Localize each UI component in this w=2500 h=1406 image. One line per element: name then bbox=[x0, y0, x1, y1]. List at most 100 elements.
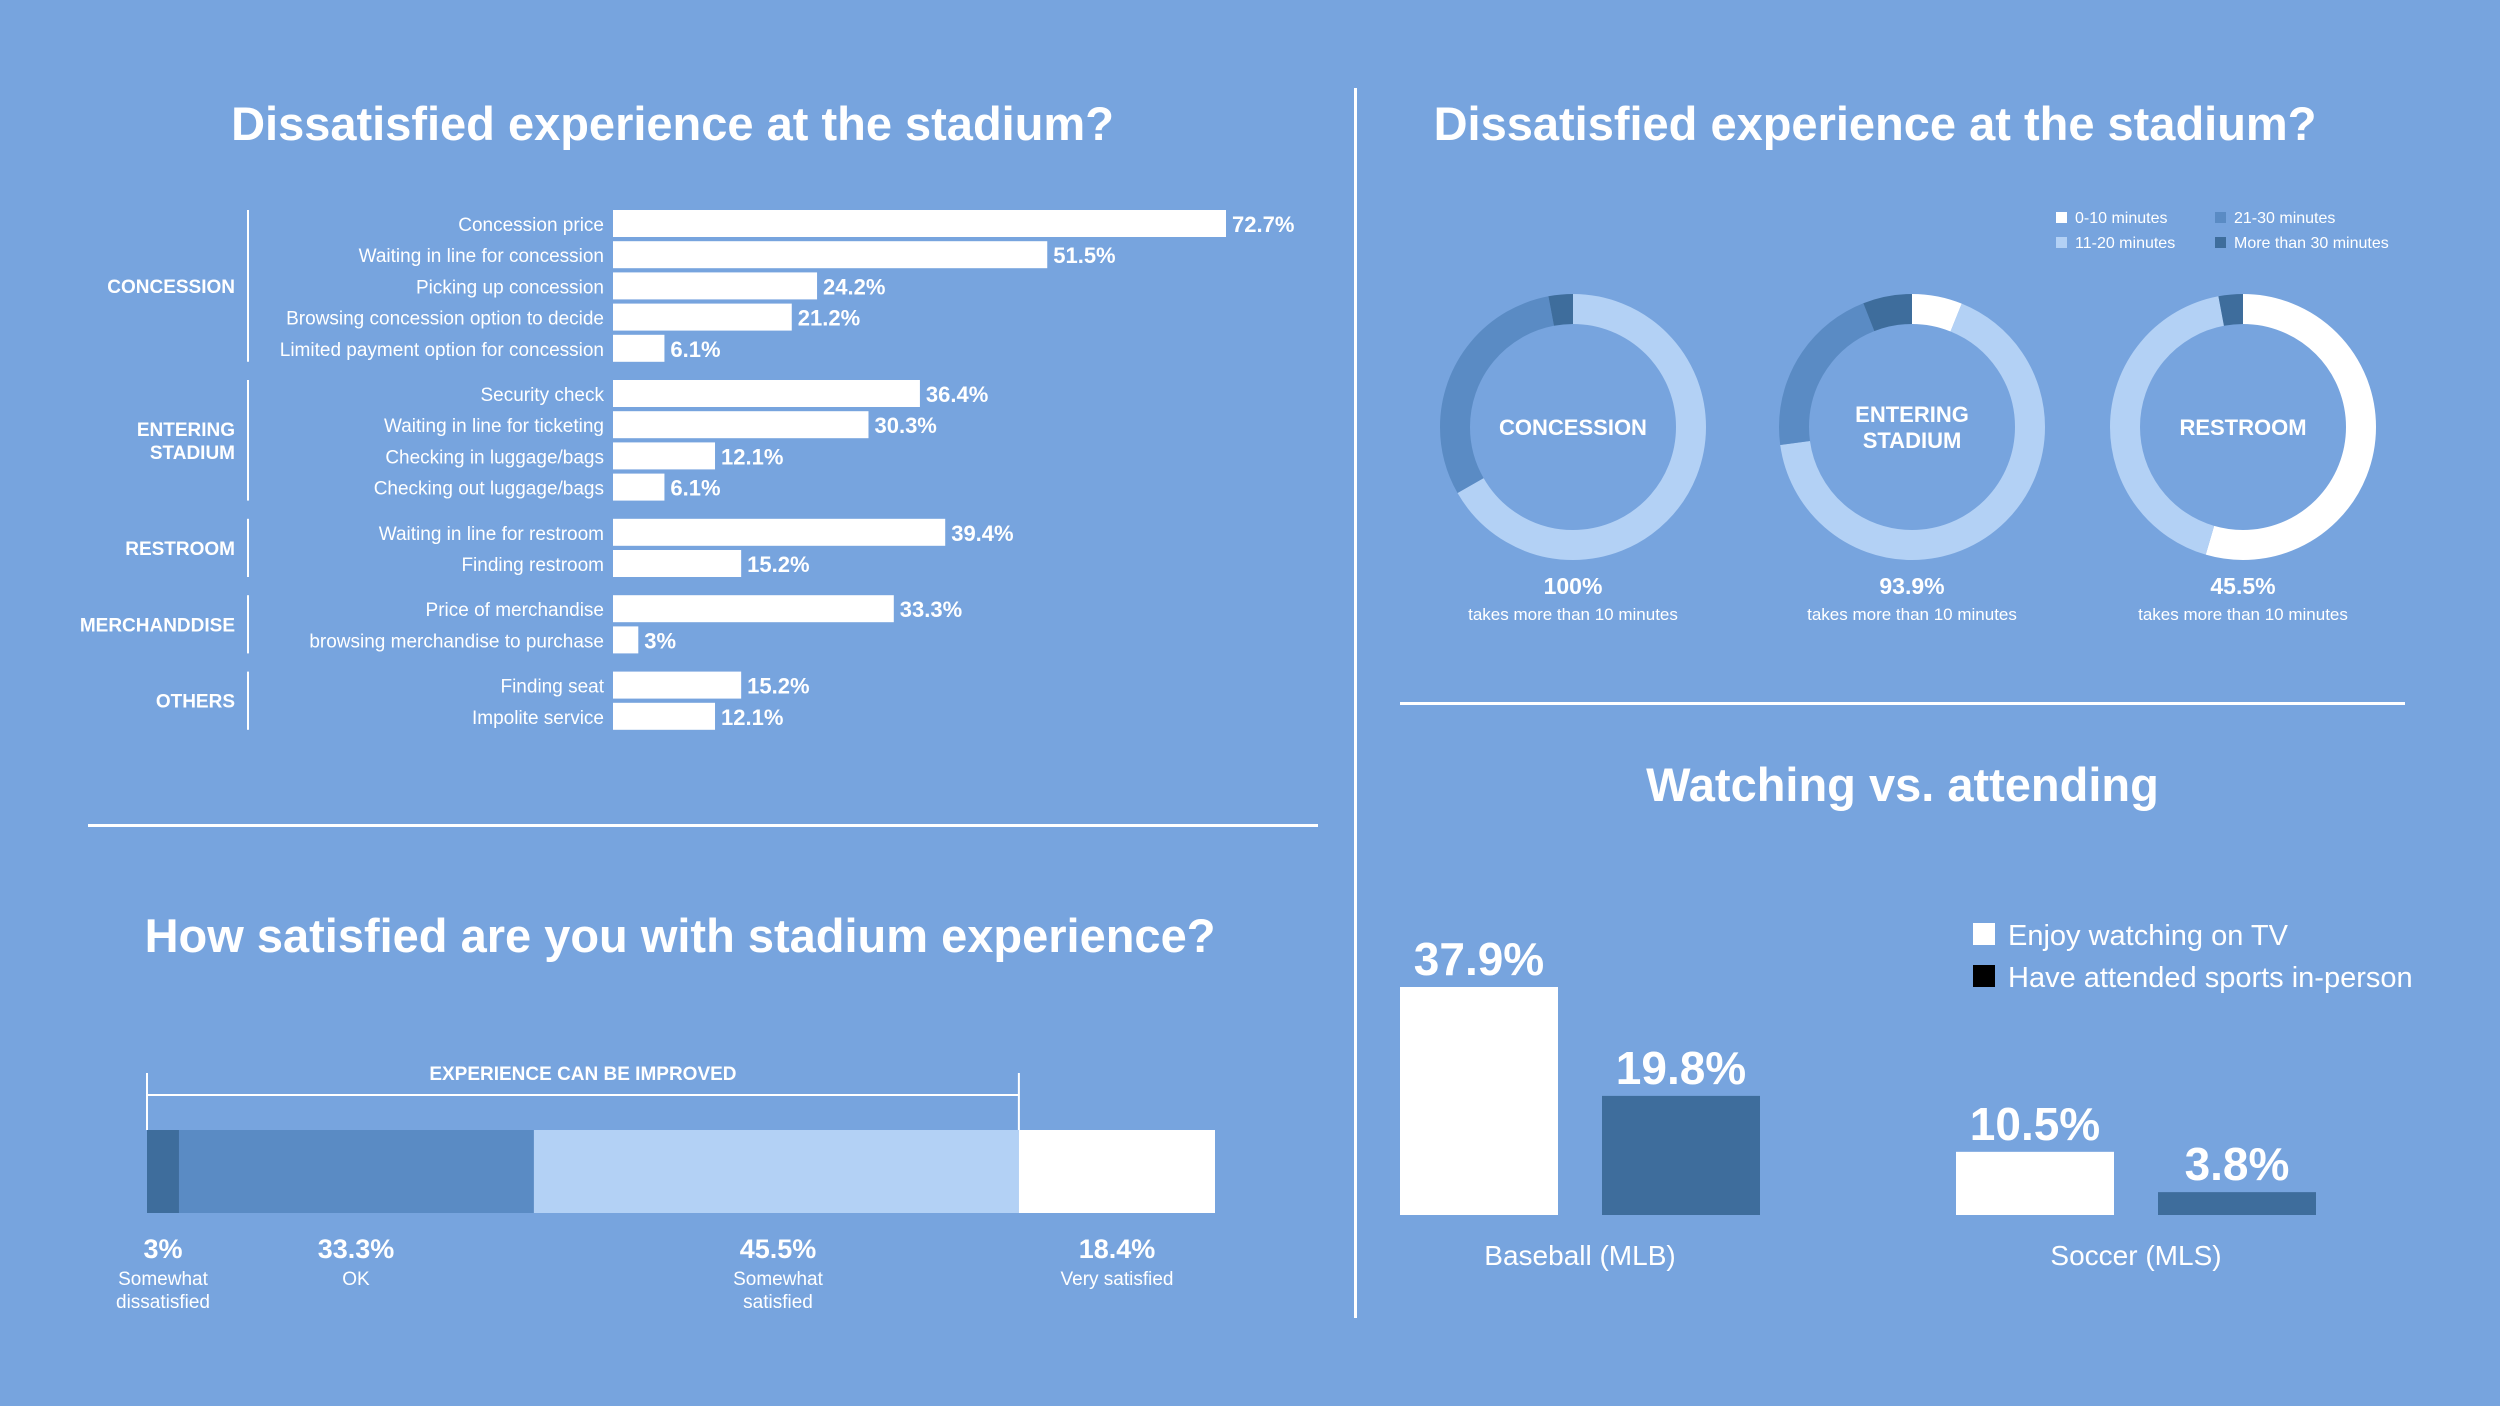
donut-caption: takes more than 10 minutes bbox=[1807, 605, 2017, 624]
legend-label: Enjoy watching on TV bbox=[2008, 920, 2289, 952]
legend-swatch bbox=[2056, 212, 2067, 223]
group-label: MERCHANDDISE bbox=[80, 615, 235, 636]
bar-value-label: 12.1% bbox=[721, 705, 783, 730]
bar-value-label: 10.5% bbox=[1970, 1098, 2100, 1150]
bar bbox=[613, 518, 946, 546]
donut-segment bbox=[1779, 294, 2045, 560]
bar bbox=[2158, 1192, 2316, 1215]
bar-value-label: 6.1% bbox=[670, 337, 720, 362]
stacked-segment bbox=[147, 1130, 179, 1213]
donut-segment bbox=[2110, 294, 2376, 560]
bar bbox=[613, 411, 869, 439]
bar-value-label: 39.4% bbox=[951, 521, 1013, 546]
donut-segment bbox=[2110, 294, 2376, 560]
bar-value-label: 3.8% bbox=[2185, 1138, 2290, 1190]
bar bbox=[613, 473, 665, 501]
bar bbox=[613, 303, 792, 331]
stacked-segment bbox=[533, 1130, 1019, 1213]
category-label: Baseball (MLB) bbox=[1484, 1240, 1675, 1271]
donut-value-label: 93.9% bbox=[1879, 573, 1944, 599]
legend-label: 11-20 minutes bbox=[2075, 235, 2175, 252]
segment-value-label: 3% bbox=[143, 1234, 182, 1264]
bar-value-label: 15.2% bbox=[747, 552, 809, 577]
legend-swatch bbox=[2215, 212, 2226, 223]
segment-label: dissatisfied bbox=[116, 1292, 210, 1313]
bar-value-label: 3% bbox=[644, 628, 676, 653]
stacked-segment bbox=[178, 1130, 534, 1213]
donut-center-label: CONCESSION bbox=[1499, 415, 1647, 440]
segment-value-label: 33.3% bbox=[318, 1234, 395, 1264]
legend-label: 21-30 minutes bbox=[2234, 210, 2335, 227]
bar bbox=[613, 380, 920, 407]
bar bbox=[613, 595, 894, 623]
bar bbox=[613, 334, 665, 362]
bar-value-label: 24.2% bbox=[823, 274, 885, 299]
bar-value-label: 19.8% bbox=[1616, 1042, 1746, 1094]
panel-title-satisfaction: How satisfied are you with stadium exper… bbox=[144, 909, 1216, 962]
segment-label: Very satisfied bbox=[1061, 1269, 1174, 1290]
group-label: CONCESSION bbox=[107, 277, 235, 298]
donut-segment bbox=[1779, 294, 2045, 560]
bar-value-label: 37.9% bbox=[1414, 933, 1544, 985]
bar-category-label: browsing merchandise to purchase bbox=[309, 631, 604, 652]
bar-category-label: Finding seat bbox=[500, 677, 604, 698]
bar bbox=[613, 210, 1226, 237]
bar-category-label: Security check bbox=[480, 385, 604, 406]
bar-value-label: 6.1% bbox=[670, 476, 720, 501]
bar bbox=[1956, 1151, 2114, 1215]
bar bbox=[613, 671, 742, 699]
bar-value-label: 51.5% bbox=[1053, 243, 1115, 268]
bar bbox=[613, 702, 716, 730]
divider-left-horizontal bbox=[88, 824, 1318, 827]
segment-label: Somewhat bbox=[118, 1269, 208, 1290]
bar-category-label: Waiting in line for ticketing bbox=[384, 416, 604, 437]
stacked-segment bbox=[1018, 1130, 1215, 1213]
divider-right-horizontal bbox=[1400, 702, 2405, 705]
bracket-label: EXPERIENCE CAN BE IMPROVED bbox=[429, 1064, 736, 1085]
panel-title-watching-vs-attending: Watching vs. attending bbox=[1646, 758, 2159, 811]
legend-swatch bbox=[1973, 965, 1995, 987]
bar bbox=[613, 550, 742, 577]
bar-category-label: Checking in luggage/bags bbox=[385, 447, 604, 468]
group-label: STADIUM bbox=[150, 443, 235, 464]
bar bbox=[613, 442, 716, 470]
segment-label: OK bbox=[342, 1269, 370, 1290]
group-label: RESTROOM bbox=[125, 539, 235, 560]
bar bbox=[1400, 987, 1558, 1215]
legend-swatch bbox=[1973, 923, 1995, 945]
bar-category-label: Browsing concession option to decide bbox=[286, 309, 604, 330]
bar-category-label: Price of merchandise bbox=[426, 600, 604, 621]
bar-value-label: 15.2% bbox=[747, 674, 809, 699]
bar-value-label: 36.4% bbox=[926, 382, 988, 407]
panel-title-dissatisfied-left: Dissatisfied experience at the stadium? bbox=[231, 97, 1114, 150]
bar-category-label: Waiting in line for concession bbox=[359, 246, 604, 267]
legend-label: Have attended sports in-person bbox=[2008, 962, 2413, 994]
bar-category-label: Concession price bbox=[458, 215, 604, 236]
donut-segment bbox=[1440, 294, 1706, 560]
donut-value-label: 45.5% bbox=[2210, 573, 2275, 599]
group-label: OTHERS bbox=[156, 692, 235, 713]
category-label: Soccer (MLS) bbox=[2050, 1240, 2221, 1271]
bar bbox=[613, 272, 818, 300]
donut-center-label: STADIUM bbox=[1863, 428, 1962, 453]
donut-value-label: 100% bbox=[1544, 573, 1603, 599]
legend-label: 0-10 minutes bbox=[2075, 210, 2168, 227]
segment-label: Somewhat bbox=[733, 1269, 823, 1290]
bar-value-label: 72.7% bbox=[1232, 212, 1294, 237]
bar-value-label: 30.3% bbox=[874, 413, 936, 438]
segment-label: satisfied bbox=[743, 1292, 813, 1313]
donut-caption: takes more than 10 minutes bbox=[2138, 605, 2348, 624]
bar-category-label: Impolite service bbox=[472, 708, 604, 729]
bar-category-label: Finding restroom bbox=[461, 555, 604, 576]
group-label: ENTERING bbox=[137, 420, 235, 441]
bar-value-label: 21.2% bbox=[798, 306, 860, 331]
bar-category-label: Limited payment option for concession bbox=[280, 340, 604, 361]
legend-swatch bbox=[2215, 237, 2226, 248]
donut-segment bbox=[1779, 294, 2045, 560]
bar-category-label: Waiting in line for restroom bbox=[379, 524, 604, 545]
bar-value-label: 33.3% bbox=[900, 597, 962, 622]
donut-segment bbox=[1440, 294, 1706, 560]
